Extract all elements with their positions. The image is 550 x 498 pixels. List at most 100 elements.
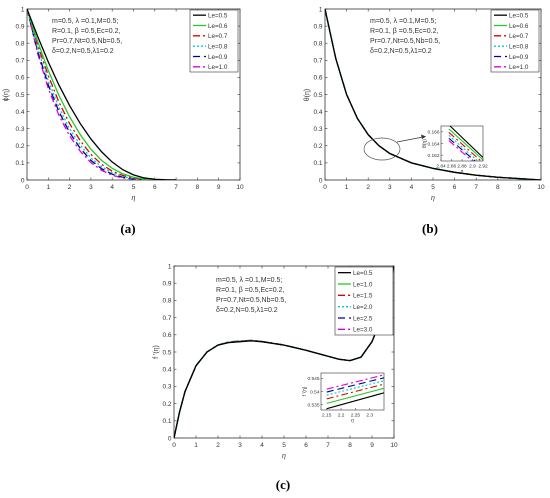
panel-label-c: (c)	[276, 477, 290, 492]
plot-area-a: 0 1 2 3 4 5 6 7 8 9 10 0 0.1 0.2 0.3 0.4 0.5 0.6 0.7 0.8 0.9…	[3, 6, 244, 202]
param-line: δ=0.2,N=0.5,λ1=0.2	[216, 307, 278, 314]
y-tick-label: 0.5	[15, 92, 24, 99]
x-tick-label: 2	[216, 442, 220, 449]
legend-entry: Le=0.5	[509, 12, 529, 19]
x-tick-label: 2	[366, 184, 370, 191]
x-tick-label: 0	[25, 184, 29, 191]
legend-entry: Le=0.8	[509, 43, 529, 50]
legend-entry: Le=1.5	[353, 293, 373, 300]
series-group	[325, 9, 541, 180]
inset-series-line	[449, 126, 483, 158]
inset-y-tick-label: 0.166	[427, 130, 439, 136]
series-group	[27, 9, 177, 180]
inset-y-axis-label: f '(η)	[302, 386, 308, 396]
x-tick-label: 3	[89, 184, 93, 191]
y-tick-label: 0.9	[162, 281, 171, 288]
y-tick-label: 0.2	[15, 143, 24, 150]
param-line: δ=0.2,N=0.5,λ1=0.2	[52, 48, 114, 55]
y-tick-label: 0.4	[313, 109, 322, 116]
chart-panel-c: 0 1 2 3 4 5 6 7 8 9 10 0 0.1 0.2 0.3 0.4 0.5 0.6 0.7 0.8 0.9…	[153, 263, 398, 492]
zoom-arrow-line	[396, 136, 424, 143]
inset-x-tick-label: 2.84	[436, 164, 446, 170]
y-tick-label: 0.3	[313, 126, 322, 133]
legend-box	[334, 266, 394, 336]
y-tick-label: 0.2	[162, 401, 171, 408]
legend-entry: Le=0.7	[509, 33, 529, 40]
y-tick-label: 0.7	[162, 315, 171, 322]
x-tick-label: 4	[260, 442, 264, 449]
y-tick-label: 1	[21, 6, 25, 13]
y-tick-label: 0.4	[162, 367, 171, 374]
x-tick-label: 8	[348, 442, 352, 449]
y-tick-label: 1	[168, 263, 172, 270]
inset-series-line	[448, 128, 483, 161]
y-tick-label: 0.9	[15, 23, 24, 30]
x-axis-label: η	[282, 453, 286, 460]
x-tick-label: 10	[390, 442, 398, 449]
x-tick-label: 1	[194, 442, 198, 449]
param-line: R=0.1, β =0.5,Ec=0.2,	[216, 287, 284, 294]
param-line: Pr=0.7,Nt=0.5,Nb=0.5,	[52, 38, 122, 45]
x-tick-label: 0	[172, 442, 176, 449]
legend-entry: Le=0.9	[208, 54, 228, 61]
x-tick-label: 9	[370, 442, 374, 449]
panel-label-a: (a)	[120, 221, 135, 236]
param-line: m=0.5, λ =0.1,M=0.5;	[216, 277, 282, 284]
inset-series-line	[326, 387, 384, 404]
y-tick-label: 0.1	[15, 160, 24, 167]
inset-x-axis-label: η	[351, 418, 354, 424]
parameter-text-c: m=0.5, λ =0.1,M=0.5; R=0.1, β =0.5,Ec=0.…	[216, 277, 286, 314]
x-tick-label: 0	[323, 184, 327, 191]
x-tick-label: 4	[410, 184, 414, 191]
y-tick-label: 0.4	[15, 109, 24, 116]
parameter-text-a: m=0.5, λ =0.1,M=0.5; R=0.1, β =0.5,Ec=0.…	[52, 18, 122, 55]
y-tick-label: 0.9	[313, 23, 322, 30]
parameter-text-b: m=0.5, λ =0.1,M=0.5; R=0.1, β =0.5,Ec=0.…	[370, 18, 440, 55]
x-tick-label: 9	[518, 184, 522, 191]
legend-entry: Le=0.5	[353, 270, 373, 277]
panel-label-b: (b)	[422, 221, 438, 236]
x-tick-label: 3	[388, 184, 392, 191]
x-tick-label: 3	[238, 442, 242, 449]
legend-entry: Le=2.0	[353, 304, 373, 311]
legend-entry: Le=3.0	[353, 327, 373, 334]
y-tick-label: 0.1	[162, 418, 171, 425]
legend-entry: Le=0.7	[208, 33, 228, 40]
legend-entry: Le=0.9	[509, 54, 529, 61]
inset-plot: 2.84 2.86 2.88 2.9 2.92 0.162 0.164 0.166 η θ(η)	[422, 125, 488, 175]
inset-series-line	[326, 380, 384, 396]
y-tick-label: 0.3	[162, 384, 171, 391]
x-tick-label: 8	[196, 184, 200, 191]
y-axis-label: ϕ(η)	[3, 89, 10, 101]
x-tick-label: 7	[326, 442, 330, 449]
legend-entry: Le=1.0	[509, 64, 529, 71]
legend-entry: Le=1.0	[353, 281, 373, 288]
y-tick-label: 0	[168, 435, 172, 442]
zoom-ellipse	[363, 137, 401, 161]
series-line-le-0-5	[27, 9, 177, 180]
inset-y-axis-label: θ(η)	[422, 139, 428, 148]
inset-x-tick-label: 2.92	[478, 164, 488, 170]
inset-x-tick-label: 2.2	[338, 413, 345, 419]
y-tick-label: 1	[319, 6, 323, 13]
y-tick-label: 0.6	[313, 75, 322, 82]
inset-y-tick-label: 0.545	[307, 376, 319, 382]
legend-box	[490, 9, 540, 73]
y-tick-label: 0.6	[162, 332, 171, 339]
plot-area-b: 0 1 2 3 4 5 6 7 8 9 10 0 0.1 0.2 0.3 0.4 0.5 0.6 0.7 0.8 0.9…	[304, 6, 545, 202]
legend-entry: Le=2.5	[353, 315, 373, 322]
inset-y-tick-label: 0.54	[310, 389, 320, 395]
x-tick-label: 4	[110, 184, 114, 191]
inset-x-tick-label: 2.9	[469, 164, 476, 170]
param-line: R=0.1, β =0.5,Ec=0.2,	[370, 28, 438, 35]
y-tick-label: 0.5	[313, 92, 322, 99]
y-tick-label: 0.3	[15, 126, 24, 133]
legend-box	[189, 9, 239, 73]
y-axis-label: f '(η)	[153, 345, 160, 359]
x-tick-label: 5	[132, 184, 136, 191]
param-line: Pr=0.7,Nt=0.5,Nb=0.5,	[370, 38, 440, 45]
x-axis-label: η	[132, 195, 136, 202]
series-line-le-0-5	[325, 9, 541, 180]
legend-entry: Le=0.5	[208, 12, 228, 19]
